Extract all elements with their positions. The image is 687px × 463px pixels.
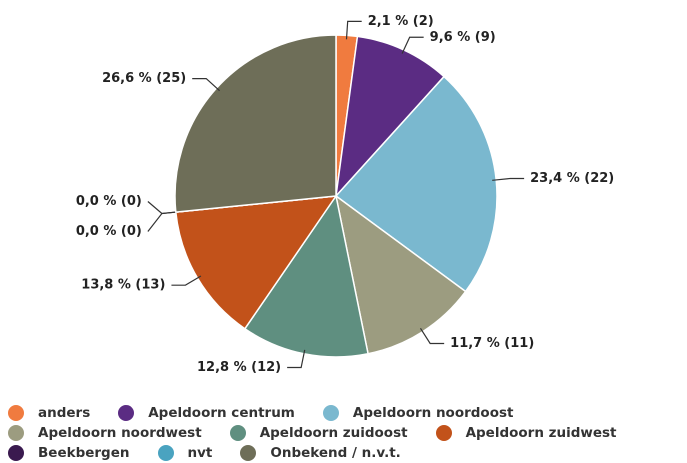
legend: anders Apeldoorn centrum Apeldoorn noordoo… xyxy=(8,404,683,462)
legend-item: Apeldoorn noordoost xyxy=(322,404,514,422)
legend-swatch xyxy=(240,445,257,461)
legend-item: Apeldoorn zuidwest xyxy=(435,424,617,442)
legend-item: Onbekend / n.v.t. xyxy=(240,444,401,462)
leader-line xyxy=(345,20,362,40)
data-label: 13,8 % (13) xyxy=(81,278,165,293)
legend-swatch xyxy=(435,425,452,441)
legend-swatch xyxy=(229,425,246,441)
chart: 2,1 % (2)9,6 % (9) 23,4 % (22) 11,7 % (11)… xyxy=(76,14,614,375)
leader-line xyxy=(147,211,180,232)
leader-line xyxy=(492,177,525,181)
pie-slice xyxy=(174,34,337,213)
legend-swatch xyxy=(157,445,174,461)
data-label: 26,6 % (25) xyxy=(102,71,186,86)
leader-line xyxy=(171,275,202,286)
legend-label: Apeldoorn centrum xyxy=(148,405,295,421)
data-label: 9,6 % (9) xyxy=(430,30,496,45)
data-label: 0,0 % (0) xyxy=(76,194,142,209)
legend-label: Beekbergen xyxy=(38,445,130,461)
legend-swatch xyxy=(8,445,24,461)
legend-label: nvt xyxy=(187,445,213,461)
legend-item: nvt xyxy=(157,444,213,462)
legend-label: Onbekend / n.v.t. xyxy=(270,445,401,461)
data-label: 2,1 % (2) xyxy=(368,14,434,29)
legend-label: anders xyxy=(38,405,91,421)
legend-label: Apeldoorn zuidoost xyxy=(259,425,408,441)
legend-label: Apeldoorn noordoost xyxy=(352,405,514,421)
leader-line xyxy=(287,349,306,369)
legend-swatch xyxy=(8,405,24,421)
legend-item: Apeldoorn zuidoost xyxy=(229,424,408,442)
data-label: 12,8 % (12) xyxy=(197,360,281,375)
legend-item: Apeldoorn noordwest xyxy=(8,424,202,442)
legend-label: Apeldoorn noordwest xyxy=(38,425,202,441)
legend-swatch xyxy=(322,405,339,421)
data-label: 11,7 % (11) xyxy=(450,336,534,351)
data-label: 0,0 % (0) xyxy=(76,224,142,239)
legend-swatch xyxy=(8,425,24,441)
legend-item: Beekbergen xyxy=(8,444,130,462)
legend-item: anders xyxy=(8,404,90,422)
leader-line xyxy=(192,78,220,92)
leader-line xyxy=(419,328,445,345)
leader-line xyxy=(401,36,424,54)
legend-label: Apeldoorn zuidwest xyxy=(465,425,617,441)
legend-item: Apeldoorn centrum xyxy=(118,404,295,422)
legend-swatch xyxy=(118,405,135,421)
data-label: 23,4 % (22) xyxy=(530,171,614,186)
